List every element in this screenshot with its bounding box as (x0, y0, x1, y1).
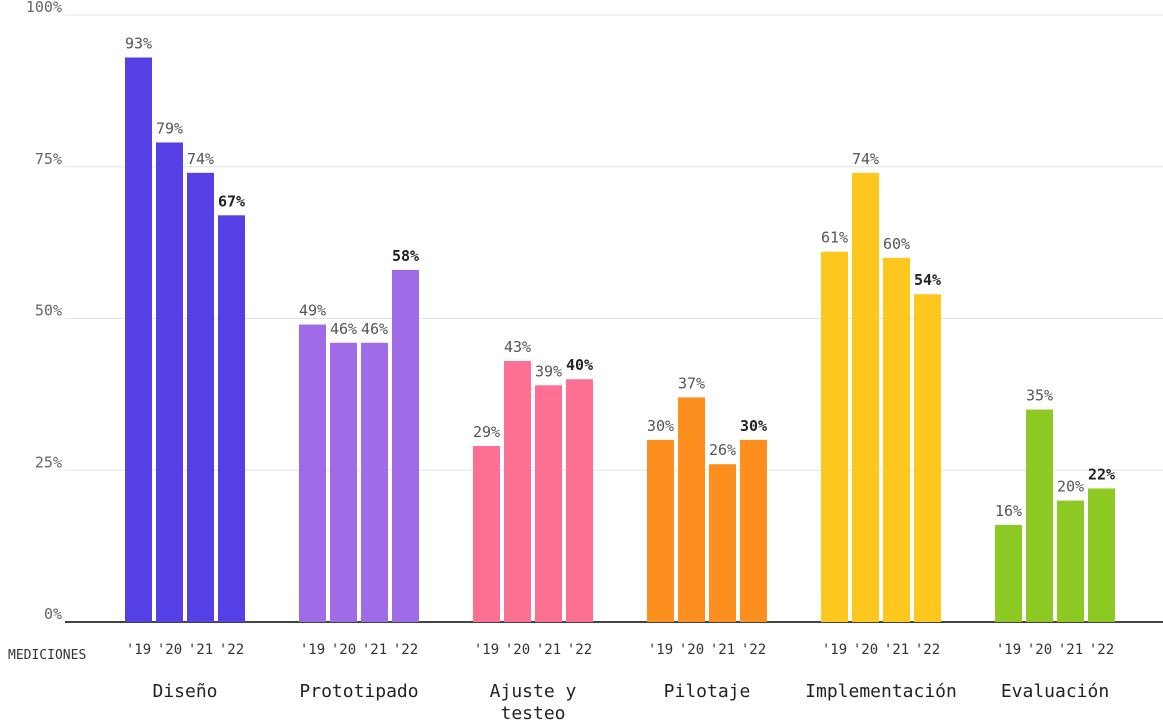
bar (299, 324, 326, 622)
x-axis-title: MEDICIONES (8, 648, 86, 663)
bar (156, 142, 183, 622)
year-tick-label: '21 (710, 642, 735, 658)
category-label: Diseño (152, 681, 217, 702)
bar-value-label: 58% (392, 247, 419, 265)
bar (504, 360, 531, 622)
year-tick-label: '19 (822, 642, 847, 658)
bar-value-label: 40% (566, 356, 593, 374)
year-tick-label: '22 (393, 642, 418, 658)
bar-value-label: 93% (125, 34, 152, 52)
year-tick-label: '20 (331, 642, 356, 658)
bar-value-label: 61% (821, 229, 848, 247)
bar-group: 93% '19 79% '20 74% '21 67% '22 Diseño (125, 34, 245, 702)
bar-value-label: 46% (330, 320, 357, 338)
bar-value-label: 79% (156, 119, 183, 137)
category-label: Implementación (805, 681, 957, 702)
bar (740, 439, 767, 622)
year-tick-label: '19 (300, 642, 325, 658)
year-tick-label: '20 (505, 642, 530, 658)
y-tick-label: 100% (26, 0, 62, 16)
bar-value-label: 60% (883, 235, 910, 253)
bar (914, 294, 941, 622)
year-tick-label: '21 (1058, 642, 1083, 658)
bar (995, 524, 1022, 622)
y-tick-label: 75% (35, 150, 62, 168)
year-tick-label: '20 (853, 642, 878, 658)
bar-value-label: 39% (535, 362, 562, 380)
bar (852, 172, 879, 622)
category-label: Ajuste y (490, 681, 577, 702)
bar-group: 61% '19 74% '20 60% '21 54% '22 Implementación (805, 150, 957, 702)
bar-value-label: 30% (740, 417, 767, 435)
bar-value-label: 46% (361, 320, 388, 338)
bar (883, 257, 910, 622)
bar (473, 445, 500, 622)
bar-value-label: 74% (852, 150, 879, 168)
category-label: Pilotaje (664, 681, 751, 702)
bar (535, 385, 562, 622)
bar-value-label: 22% (1088, 465, 1115, 483)
year-tick-label: '19 (648, 642, 673, 658)
bar-value-label: 74% (187, 150, 214, 168)
bar (1026, 409, 1053, 622)
bar-value-label: 43% (504, 338, 531, 356)
bar-value-label: 35% (1026, 387, 1053, 405)
bar (218, 215, 245, 622)
year-tick-label: '20 (679, 642, 704, 658)
year-tick-label: '22 (567, 642, 592, 658)
year-tick-label: '21 (362, 642, 387, 658)
bar (330, 342, 357, 622)
year-tick-label: '21 (188, 642, 213, 658)
bar-value-label: 26% (709, 441, 736, 459)
year-tick-label: '19 (474, 642, 499, 658)
bar-value-label: 67% (218, 192, 245, 210)
bar-value-label: 29% (473, 423, 500, 441)
bar (678, 397, 705, 622)
bar (361, 342, 388, 622)
bar-value-label: 54% (914, 271, 941, 289)
year-tick-label: '20 (1027, 642, 1052, 658)
bar (1057, 500, 1084, 622)
year-tick-label: '19 (996, 642, 1021, 658)
bar (392, 269, 419, 622)
bar-value-label: 37% (678, 374, 705, 392)
bar-group: 49% '19 46% '20 46% '21 58% '22 Prototipado (299, 247, 419, 702)
y-tick-label: 50% (35, 302, 62, 320)
bar-group: 16% '19 35% '20 20% '21 22% '22 Evaluación (995, 387, 1115, 702)
year-tick-label: '22 (1089, 642, 1114, 658)
bar-value-label: 20% (1057, 478, 1084, 496)
year-tick-label: '22 (741, 642, 766, 658)
category-label: Prototipado (299, 681, 418, 702)
y-tick-label: 25% (35, 453, 62, 471)
bar-value-label: 49% (299, 302, 326, 320)
year-tick-label: '22 (219, 642, 244, 658)
y-tick-label: 0% (44, 605, 62, 623)
bar (821, 251, 848, 623)
bar (566, 379, 593, 622)
year-tick-label: '22 (915, 642, 940, 658)
bar-value-label: 30% (647, 417, 674, 435)
bar (125, 57, 152, 623)
category-label: testeo (500, 703, 565, 724)
bar (709, 464, 736, 622)
bar (647, 439, 674, 622)
bar-group: 30% '19 37% '20 26% '21 30% '22 Pilotaje (647, 374, 767, 702)
bar (1088, 488, 1115, 622)
year-tick-label: '21 (884, 642, 909, 658)
category-label: Evaluación (1001, 681, 1109, 702)
bar-value-label: 16% (995, 502, 1022, 520)
bar (187, 172, 214, 622)
year-tick-label: '19 (126, 642, 151, 658)
year-tick-label: '20 (157, 642, 182, 658)
year-tick-label: '21 (536, 642, 561, 658)
